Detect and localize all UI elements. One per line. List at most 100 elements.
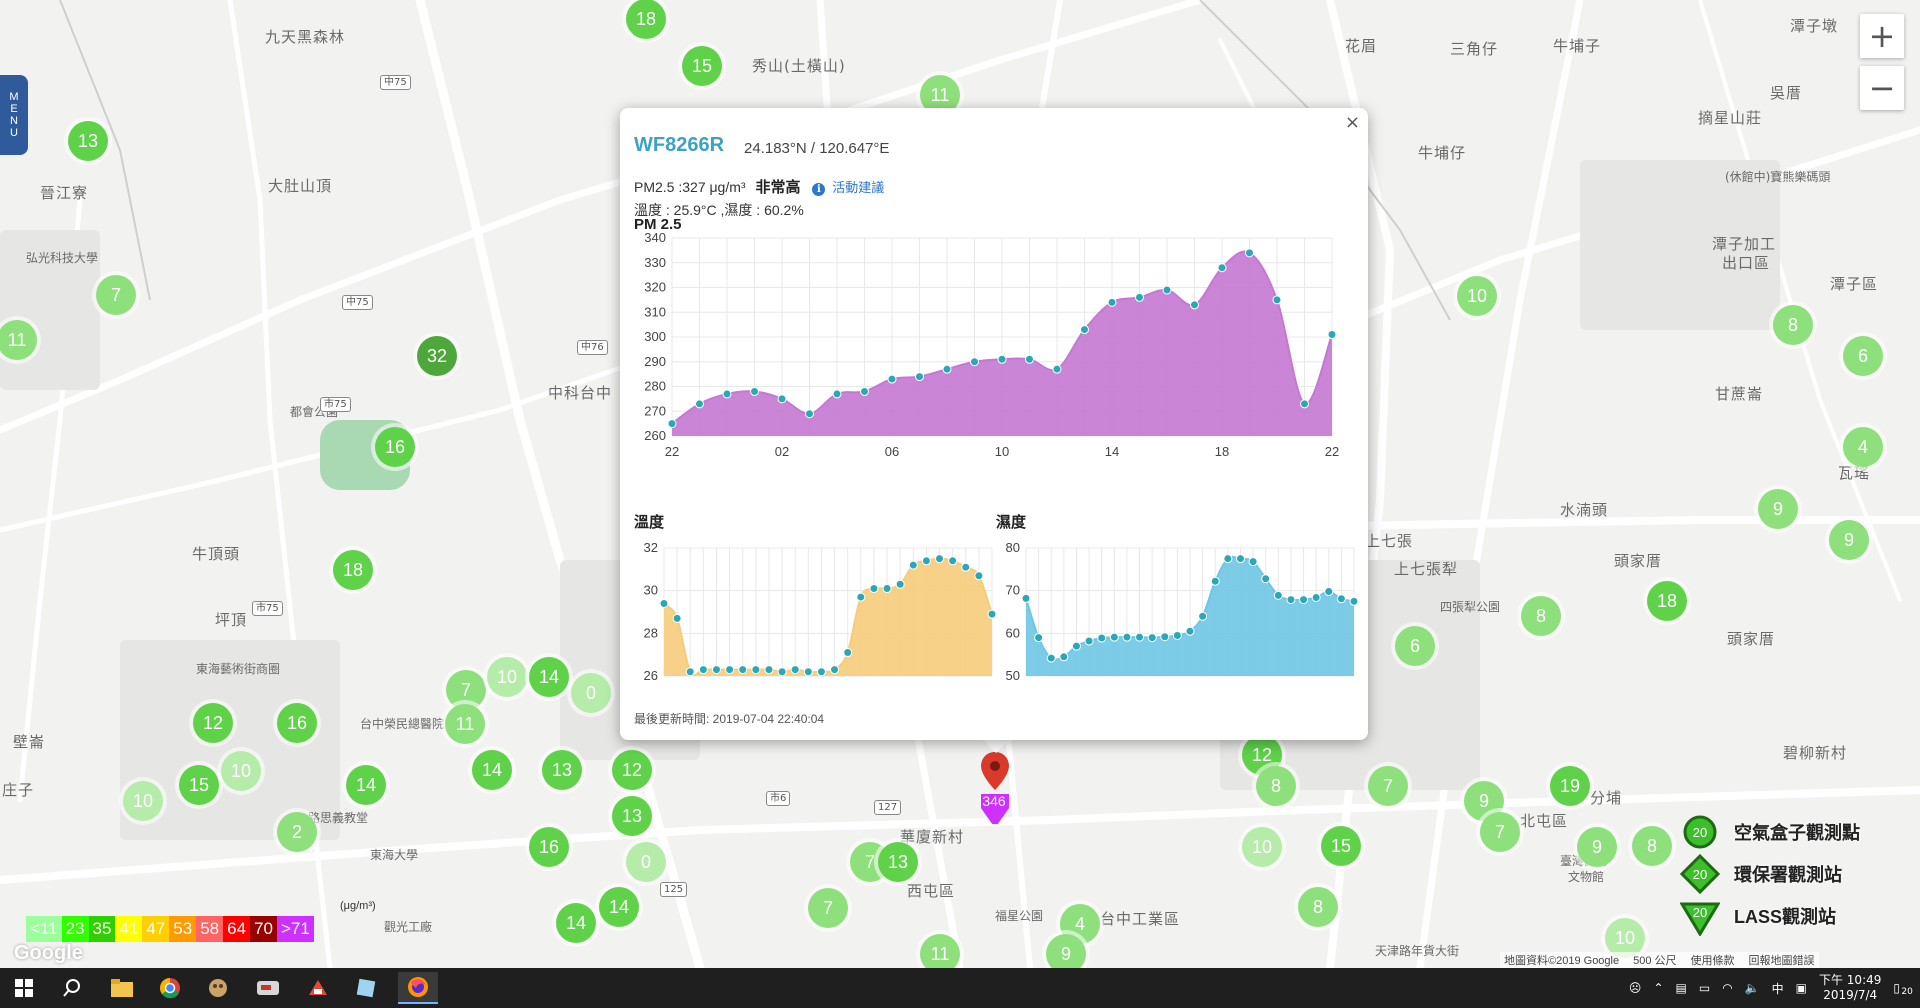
sensor-marker[interactable]: 16 [375,427,415,467]
search-icon[interactable] [52,972,92,1004]
file-explorer-icon[interactable] [102,972,142,1004]
info-icon[interactable]: i [812,183,826,196]
sensor-marker[interactable]: 10 [1242,827,1282,867]
menu-letter: E [10,103,18,115]
app-icon-2[interactable] [248,972,288,1004]
zoom-out-button[interactable]: − [1860,66,1904,110]
volume-icon[interactable]: 🔈 [1744,981,1760,995]
zoom-in-button[interactable]: + [1860,14,1904,58]
menu-tab[interactable]: M E N U [0,75,28,155]
sensor-marker[interactable]: 18 [626,0,666,39]
sensor-marker[interactable]: 9 [1577,827,1617,867]
sensor-marker[interactable]: 0 [626,842,666,882]
calendar-icon[interactable]: ▣ [1795,981,1807,995]
close-icon[interactable]: × [1344,112,1360,133]
sensor-marker[interactable]: 14 [472,750,512,790]
people-icon[interactable]: ☹ [1628,981,1642,995]
map-footer-item[interactable]: 回報地圖錯誤 [1748,955,1815,967]
sensor-marker[interactable]: 7 [808,888,848,928]
place-label: 北屯區 [1520,812,1569,830]
sensor-marker[interactable]: 9 [1758,489,1798,529]
app-icon-1[interactable] [198,972,238,1004]
data-point [722,389,732,399]
sensor-marker[interactable]: 7 [1368,766,1408,806]
sensor-marker[interactable]: 14 [529,657,569,697]
station-name[interactable]: WF8266R [634,134,725,156]
sensor-marker[interactable]: 15 [1321,826,1361,866]
data-point [908,560,918,570]
sensor-marker[interactable]: 7 [1480,812,1520,852]
sensor-marker[interactable]: 8 [1632,826,1672,866]
data-point [1248,557,1258,567]
sensor-marker[interactable]: 14 [599,887,639,927]
app-icon-4[interactable] [346,972,386,1004]
sensor-marker[interactable]: 15 [682,46,722,86]
selected-station-pin[interactable] [981,752,1009,824]
sensor-marker[interactable]: 14 [346,765,386,805]
sensor-marker[interactable]: 10 [1457,276,1497,316]
sensor-marker[interactable]: 12 [612,750,652,790]
sensor-marker[interactable]: 12 [193,703,233,743]
sensor-marker[interactable]: 13 [542,750,582,790]
sensor-marker[interactable]: 11 [920,934,960,968]
firefox-icon[interactable] [398,972,438,1004]
sensor-marker[interactable]: 10 [487,657,527,697]
wifi-icon[interactable]: ◠ [1722,981,1733,995]
data-point [1052,364,1062,374]
sensor-marker[interactable]: 8 [1298,887,1338,927]
sensor-marker[interactable]: 16 [529,827,569,867]
clock[interactable]: 下午 10:49 2019/7/4 [1819,973,1881,1003]
data-point [738,665,748,675]
sensor-marker[interactable]: 9 [1829,520,1869,560]
y-tick-label: 340 [644,230,666,245]
place-label: 庄子 [2,781,35,799]
sensor-marker[interactable]: 7 [96,275,136,315]
sensor-marker[interactable]: 6 [1395,626,1435,666]
sensor-marker[interactable]: 32 [417,336,457,376]
place-label: 台中工業區 [1100,910,1181,928]
sensor-marker[interactable]: 4 [1843,427,1883,467]
sensor-marker[interactable]: 11 [445,704,485,744]
data-point [672,613,682,623]
sensor-marker[interactable]: 8 [1256,766,1296,806]
sensor-marker[interactable]: 7 [446,670,486,710]
sensor-marker[interactable]: 10 [1605,918,1645,958]
sensor-marker[interactable]: 13 [68,121,108,161]
pm25-chart-title: PM 2.5 [634,216,682,233]
network-icon[interactable]: ▤ [1675,981,1687,995]
sensor-marker[interactable]: 13 [878,842,918,882]
notification-icon[interactable]: ▯ 20 [1893,981,1913,997]
sensor-marker[interactable]: 11 [0,320,37,360]
advice-link[interactable]: 活動建議 [832,180,885,195]
sensor-marker[interactable]: 15 [179,765,219,805]
sensor-marker[interactable]: 14 [556,903,596,943]
chevron-up-icon[interactable]: ⌃ [1653,981,1664,995]
windows-icon[interactable] [4,972,44,1004]
sensor-marker[interactable]: 13 [612,796,652,836]
ime-indicator[interactable]: 中 [1771,981,1784,996]
sensor-marker[interactable]: 0 [571,673,611,713]
svg-text:20: 20 [1693,905,1707,920]
sensor-marker[interactable]: 18 [1647,581,1687,621]
place-label: 上七張犁 [1394,560,1459,578]
sensor-marker[interactable]: 8 [1773,305,1813,345]
sensor-marker[interactable]: 10 [123,781,163,821]
sensor-marker[interactable]: 19 [1550,766,1590,806]
map-footer-item: 地圖資料©2019 Google [1504,955,1620,967]
diamond-marker-icon: 20 [1680,854,1720,894]
aqi-scale-cell: 53 [169,916,197,942]
sensor-marker[interactable]: 10 [221,751,261,791]
battery-icon[interactable]: ▭ [1698,981,1711,995]
sensor-marker[interactable]: 8 [1521,596,1561,636]
sensor-marker[interactable]: 9 [1046,934,1086,968]
app-icon-3[interactable] [298,972,338,1004]
road-shield: 127 [874,800,902,815]
aqi-scale-cell: 64 [223,916,251,942]
sensor-marker[interactable]: 18 [333,550,373,590]
map-footer-item[interactable]: 使用條款 [1690,955,1735,967]
sensor-marker[interactable]: 6 [1843,336,1883,376]
chrome-icon[interactable] [150,972,190,1004]
sensor-marker[interactable]: 16 [277,703,317,743]
sensor-marker[interactable]: 2 [277,812,317,852]
data-point [1162,285,1172,295]
